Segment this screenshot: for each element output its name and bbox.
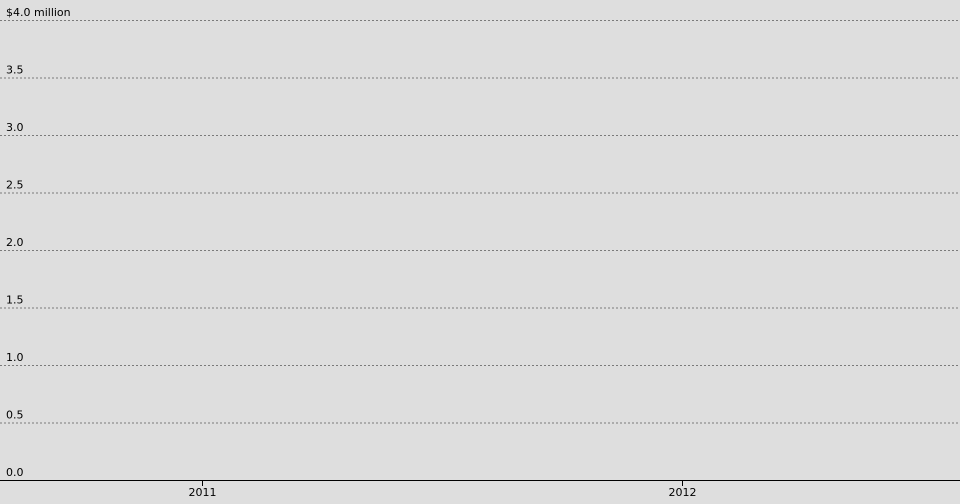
- y-tick-label: 3.5: [6, 64, 24, 77]
- y-tick-labels: 0.0 0.5 1.0 1.5 2.0 2.5 3.0 3.5 $4.0 million: [6, 6, 71, 479]
- y-tick-label: 0.5: [6, 409, 24, 422]
- x-tick-label: 2011: [189, 486, 217, 499]
- y-tick-label: 2.5: [6, 179, 24, 192]
- y-gridlines: [0, 20, 960, 424]
- y-tick-label: 0.0: [6, 466, 24, 479]
- y-tick-label: $4.0 million: [6, 6, 71, 19]
- y-tick-label: 2.0: [6, 236, 24, 249]
- y-tick-label: 1.5: [6, 294, 24, 307]
- x-tick-label: 2012: [669, 486, 697, 499]
- x-tick-labels: 2011 2012: [189, 486, 697, 499]
- y-tick-label: 3.0: [6, 121, 24, 134]
- y-tick-label: 1.0: [6, 351, 24, 364]
- x-axis: [0, 480, 960, 486]
